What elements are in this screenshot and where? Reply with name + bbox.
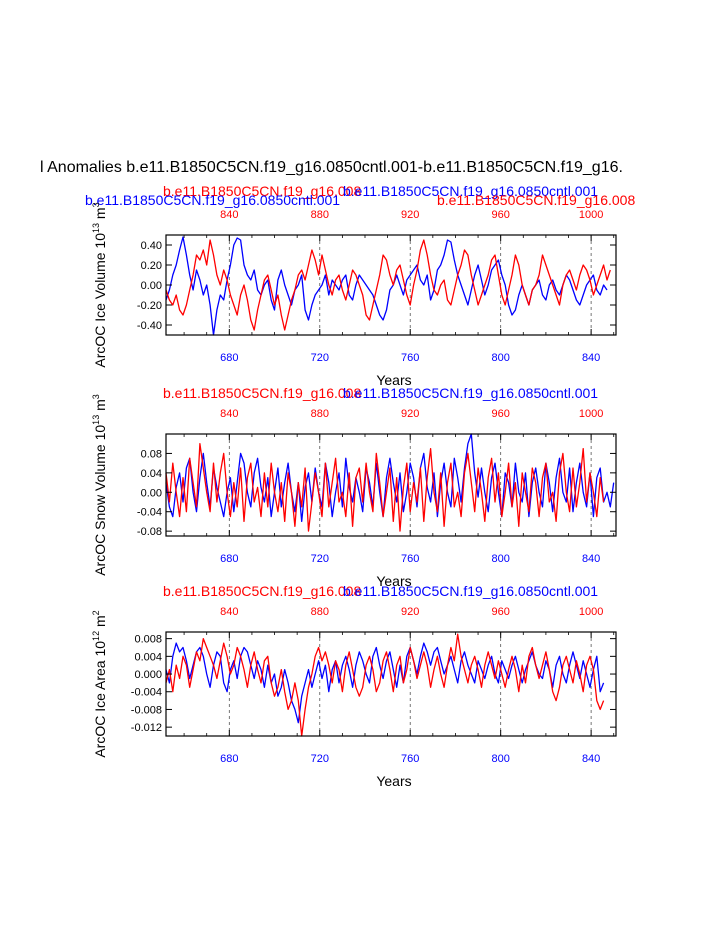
x-tick-label-bottom: 720 xyxy=(311,352,329,364)
y-tick-label: 0.004 xyxy=(134,651,162,663)
x-axis-label: Years xyxy=(376,773,411,789)
series-line-red xyxy=(165,443,605,532)
series-line-red xyxy=(165,633,605,737)
x-tick-label-bottom: 680 xyxy=(220,352,238,364)
legend-title-red-2: b.e11.B1850C5CN.f19_g16.008 xyxy=(437,192,635,208)
x-axis-label: Years xyxy=(376,372,411,388)
x-tick-label-top: 880 xyxy=(311,209,329,221)
x-tick-label-bottom: 760 xyxy=(401,553,419,565)
series-line-red xyxy=(165,239,611,331)
x-tick-label-bottom: 800 xyxy=(491,352,509,364)
x-tick-label-bottom: 720 xyxy=(311,753,329,765)
x-tick-label-bottom: 840 xyxy=(582,753,600,765)
x-tick-label-top: 840 xyxy=(220,209,238,221)
chart-panel-1: b.e11.B1850C5CN.f19_g16.008b.e11.B1850C5… xyxy=(85,183,635,388)
legend-title-blue: b.e11.B1850C5CN.f19_g16.0850cntl.001 xyxy=(343,385,598,401)
y-tick-label: -0.08 xyxy=(137,526,162,538)
legend-title-red: b.e11.B1850C5CN.f19_g16.008 xyxy=(163,385,361,401)
y-tick-label: 0.00 xyxy=(141,280,162,292)
x-tick-label-bottom: 800 xyxy=(491,553,509,565)
y-tick-label: 0.04 xyxy=(141,468,162,480)
legend-title-blue: b.e11.B1850C5CN.f19_g16.0850cntl.001 xyxy=(343,583,598,599)
x-tick-label-bottom: 760 xyxy=(401,352,419,364)
y-tick-label: -0.04 xyxy=(137,507,162,519)
y-tick-label: 0.08 xyxy=(141,448,162,460)
legend-title-blue: b.e11.B1850C5CN.f19_g16.0850cntl.001 xyxy=(343,183,598,199)
y-tick-label: 0.20 xyxy=(141,260,162,272)
plot-frame xyxy=(165,433,617,537)
x-tick-label-top: 920 xyxy=(401,606,419,618)
y-tick-label: 0.008 xyxy=(134,634,162,646)
legend-title-red: b.e11.B1850C5CN.f19_g16.008 xyxy=(163,183,361,199)
x-tick-label-top: 840 xyxy=(220,408,238,420)
legend-title-red: b.e11.B1850C5CN.f19_g16.008 xyxy=(163,583,361,599)
x-tick-label-bottom: 720 xyxy=(311,553,329,565)
y-axis-label: ArcOC Ice Area 1012 m2 xyxy=(91,610,108,757)
legend-title-blue-2: b.e11.B1850C5CN.f19_g16.0850cntl.001 xyxy=(85,192,340,208)
x-tick-label-top: 920 xyxy=(401,209,419,221)
x-tick-label-top: 1000 xyxy=(579,209,603,221)
x-tick-label-bottom: 840 xyxy=(582,352,600,364)
y-axis-label: ArcOC Snow Volume 1013 m3 xyxy=(91,394,108,576)
y-tick-label: 0.00 xyxy=(141,487,162,499)
x-tick-label-bottom: 680 xyxy=(220,553,238,565)
y-tick-label: -0.40 xyxy=(137,320,162,332)
y-axis-label: ArcOC Ice Volume 1013 m3 xyxy=(91,202,108,367)
x-tick-label-top: 880 xyxy=(311,408,329,420)
series-line-blue xyxy=(165,642,605,724)
page-title: l Anomalies b.e11.B1850C5CN.f19_g16.0850… xyxy=(40,159,623,176)
x-tick-label-top: 1000 xyxy=(579,408,603,420)
y-tick-label: 0.000 xyxy=(134,669,162,681)
x-tick-label-top: 1000 xyxy=(579,606,603,618)
x-tick-label-bottom: 760 xyxy=(401,753,419,765)
y-tick-label: 0.40 xyxy=(141,240,162,252)
x-tick-label-top: 880 xyxy=(311,606,329,618)
x-tick-label-bottom: 840 xyxy=(582,553,600,565)
x-tick-label-top: 960 xyxy=(491,408,509,420)
x-tick-label-bottom: 800 xyxy=(491,753,509,765)
series-line-blue xyxy=(165,236,608,336)
chart-panel-3: b.e11.B1850C5CN.f19_g16.008b.e11.B1850C5… xyxy=(91,583,617,789)
chart-panel-2: b.e11.B1850C5CN.f19_g16.008b.e11.B1850C5… xyxy=(91,385,617,589)
y-tick-label: -0.20 xyxy=(137,300,162,312)
y-tick-label: -0.012 xyxy=(131,722,162,734)
x-tick-label-top: 960 xyxy=(491,606,509,618)
x-axis-label: Years xyxy=(376,573,411,589)
plot-frame xyxy=(165,631,617,737)
x-tick-label-top: 840 xyxy=(220,606,238,618)
x-tick-label-bottom: 680 xyxy=(220,753,238,765)
x-tick-label-top: 960 xyxy=(491,209,509,221)
y-tick-label: -0.004 xyxy=(131,687,162,699)
y-tick-label: -0.008 xyxy=(131,704,162,716)
x-tick-label-top: 920 xyxy=(401,408,419,420)
series-line-blue xyxy=(165,433,615,523)
